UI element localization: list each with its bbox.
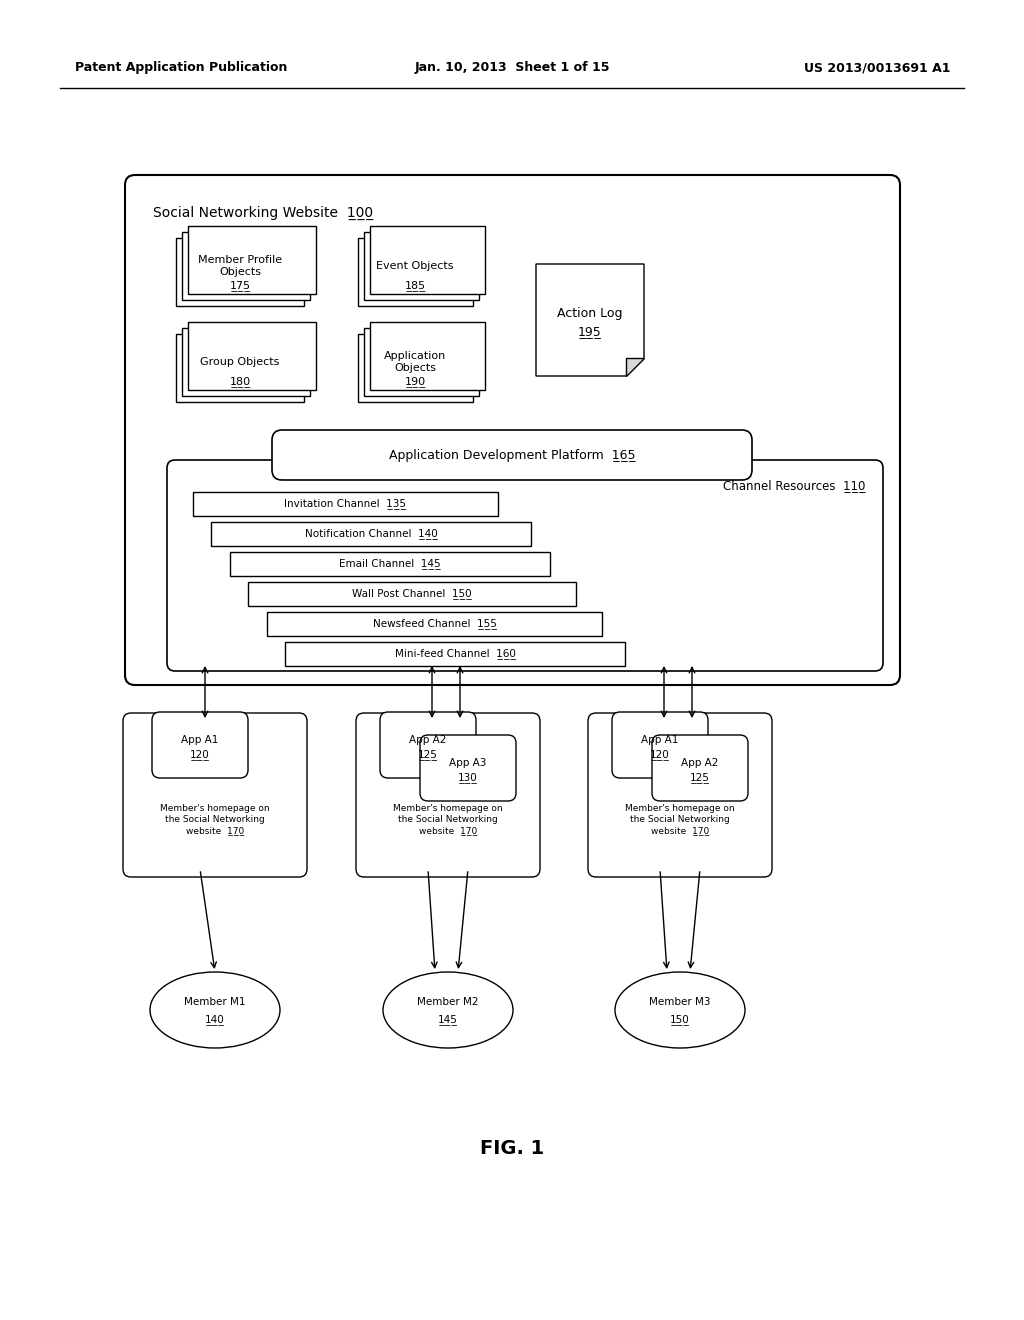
Bar [370, 226, 484, 294]
Text: App A1: App A1 [641, 735, 679, 744]
Text: Newsfeed Channel  1̲5̲5̲: Newsfeed Channel 1̲5̲5̲ [373, 619, 497, 630]
Text: Member's homepage on
the Social Networking
website  1̲7̲0̲: Member's homepage on the Social Networki… [393, 804, 503, 836]
Text: App A2: App A2 [681, 758, 719, 768]
Text: App A1: App A1 [181, 735, 219, 744]
Bar [285, 642, 625, 667]
Text: 1̲8̲5̲: 1̲8̲5̲ [404, 281, 426, 292]
Text: Channel Resources  1̲1̲0̲: Channel Resources 1̲1̲0̲ [723, 479, 865, 492]
FancyBboxPatch shape [588, 713, 772, 876]
FancyBboxPatch shape [167, 459, 883, 671]
FancyBboxPatch shape [420, 735, 516, 801]
Text: Member's homepage on
the Social Networking
website  1̲7̲0̲: Member's homepage on the Social Networki… [160, 804, 269, 836]
FancyBboxPatch shape [272, 430, 752, 480]
Text: Patent Application Publication: Patent Application Publication [75, 62, 288, 74]
Text: Wall Post Channel  1̲5̲0̲: Wall Post Channel 1̲5̲0̲ [352, 589, 472, 599]
FancyBboxPatch shape [123, 713, 307, 876]
Text: 1̲7̲5̲: 1̲7̲5̲ [229, 281, 251, 292]
Text: 1̲5̲0̲: 1̲5̲0̲ [670, 1015, 690, 1026]
Text: Notification Channel  1̲4̲0̲: Notification Channel 1̲4̲0̲ [304, 528, 437, 540]
Bar [267, 612, 602, 636]
Bar [188, 226, 316, 294]
Text: Application Development Platform  1̲6̲5̲: Application Development Platform 1̲6̲5̲ [389, 449, 635, 462]
FancyBboxPatch shape [652, 735, 748, 801]
FancyBboxPatch shape [612, 711, 708, 777]
Text: Invitation Channel  1̲3̲5̲: Invitation Channel 1̲3̲5̲ [285, 499, 407, 510]
Text: US 2013/0013691 A1: US 2013/0013691 A1 [804, 62, 950, 74]
Bar [230, 552, 550, 576]
Text: Member Profile
Objects: Member Profile Objects [198, 255, 282, 277]
Bar [182, 232, 310, 300]
Text: Member M1: Member M1 [184, 997, 246, 1007]
Text: Action Log: Action Log [557, 308, 623, 321]
FancyBboxPatch shape [380, 711, 476, 777]
Bar [370, 322, 484, 389]
Bar [364, 327, 478, 396]
Text: 1̲2̲5̲: 1̲2̲5̲ [690, 772, 710, 784]
Text: App A3: App A3 [450, 758, 486, 768]
Text: 1̲9̲0̲: 1̲9̲0̲ [404, 376, 426, 388]
Text: Event Objects: Event Objects [376, 261, 454, 271]
Text: 1̲2̲5̲: 1̲2̲5̲ [418, 750, 438, 760]
Text: Email Channel  1̲4̲5̲: Email Channel 1̲4̲5̲ [339, 558, 440, 569]
Bar [211, 521, 531, 546]
Text: App A2: App A2 [410, 735, 446, 744]
Text: 1̲2̲0̲: 1̲2̲0̲ [650, 750, 670, 760]
Text: Member M3: Member M3 [649, 997, 711, 1007]
FancyBboxPatch shape [125, 176, 900, 685]
Bar [193, 492, 498, 516]
Text: Member's homepage on
the Social Networking
website  1̲7̲0̲: Member's homepage on the Social Networki… [626, 804, 735, 836]
Text: 1̲8̲0̲: 1̲8̲0̲ [229, 376, 251, 388]
Text: Member M2: Member M2 [417, 997, 479, 1007]
Bar [357, 238, 472, 306]
Polygon shape [626, 358, 644, 376]
Text: 1̲3̲0̲: 1̲3̲0̲ [458, 772, 478, 784]
Bar [176, 334, 304, 403]
Polygon shape [536, 264, 644, 376]
Text: Group Objects: Group Objects [201, 356, 280, 367]
Text: Mini-feed Channel  1̲6̲0̲: Mini-feed Channel 1̲6̲0̲ [394, 648, 515, 660]
Bar [176, 238, 304, 306]
Bar [364, 232, 478, 300]
Bar [248, 582, 575, 606]
Bar [357, 334, 472, 403]
Text: Jan. 10, 2013  Sheet 1 of 15: Jan. 10, 2013 Sheet 1 of 15 [415, 62, 609, 74]
Text: 1̲2̲0̲: 1̲2̲0̲ [190, 750, 210, 760]
Ellipse shape [383, 972, 513, 1048]
FancyBboxPatch shape [152, 711, 248, 777]
Bar [182, 327, 310, 396]
Text: FIG. 1: FIG. 1 [480, 1138, 544, 1158]
Text: 1̲4̲5̲: 1̲4̲5̲ [438, 1015, 458, 1026]
Bar [188, 322, 316, 389]
Ellipse shape [615, 972, 745, 1048]
Text: Social Networking Website  1̲0̲0̲: Social Networking Website 1̲0̲0̲ [153, 206, 373, 220]
Text: 1̲4̲0̲: 1̲4̲0̲ [205, 1015, 225, 1026]
Text: Application
Objects: Application Objects [384, 351, 446, 374]
Ellipse shape [150, 972, 280, 1048]
Text: 1̲9̲5̲: 1̲9̲5̲ [579, 326, 602, 338]
FancyBboxPatch shape [356, 713, 540, 876]
